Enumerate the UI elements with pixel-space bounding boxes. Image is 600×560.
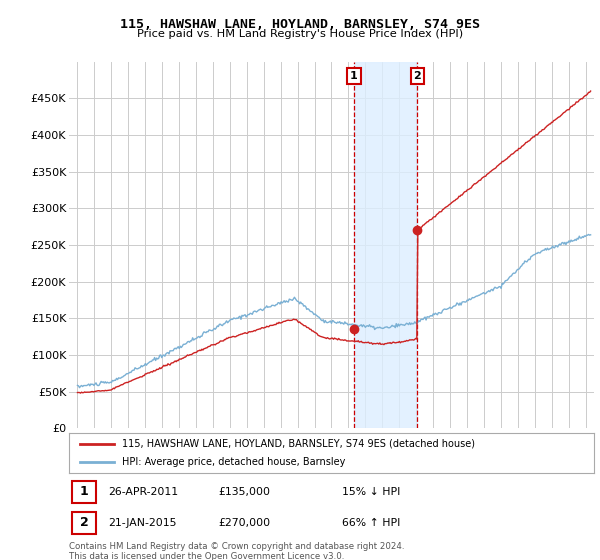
Text: 26-APR-2011: 26-APR-2011 xyxy=(109,487,179,497)
Text: 1: 1 xyxy=(80,486,88,498)
Text: 2: 2 xyxy=(413,71,421,81)
Text: 115, HAWSHAW LANE, HOYLAND, BARNSLEY, S74 9ES: 115, HAWSHAW LANE, HOYLAND, BARNSLEY, S7… xyxy=(120,18,480,31)
Text: Price paid vs. HM Land Registry's House Price Index (HPI): Price paid vs. HM Land Registry's House … xyxy=(137,29,463,39)
Text: 15% ↓ HPI: 15% ↓ HPI xyxy=(342,487,400,497)
Text: £135,000: £135,000 xyxy=(218,487,271,497)
Text: 115, HAWSHAW LANE, HOYLAND, BARNSLEY, S74 9ES (detached house): 115, HAWSHAW LANE, HOYLAND, BARNSLEY, S7… xyxy=(121,439,475,449)
Text: 2: 2 xyxy=(80,516,88,529)
Text: 1: 1 xyxy=(350,71,358,81)
Bar xyxy=(71,512,96,534)
Text: £270,000: £270,000 xyxy=(218,518,271,528)
Text: HPI: Average price, detached house, Barnsley: HPI: Average price, detached house, Barn… xyxy=(121,458,345,467)
Bar xyxy=(354,62,417,428)
Bar xyxy=(71,481,96,503)
Text: Contains HM Land Registry data © Crown copyright and database right 2024.
This d: Contains HM Land Registry data © Crown c… xyxy=(69,542,404,560)
Text: 21-JAN-2015: 21-JAN-2015 xyxy=(109,518,177,528)
Text: 66% ↑ HPI: 66% ↑ HPI xyxy=(342,518,400,528)
